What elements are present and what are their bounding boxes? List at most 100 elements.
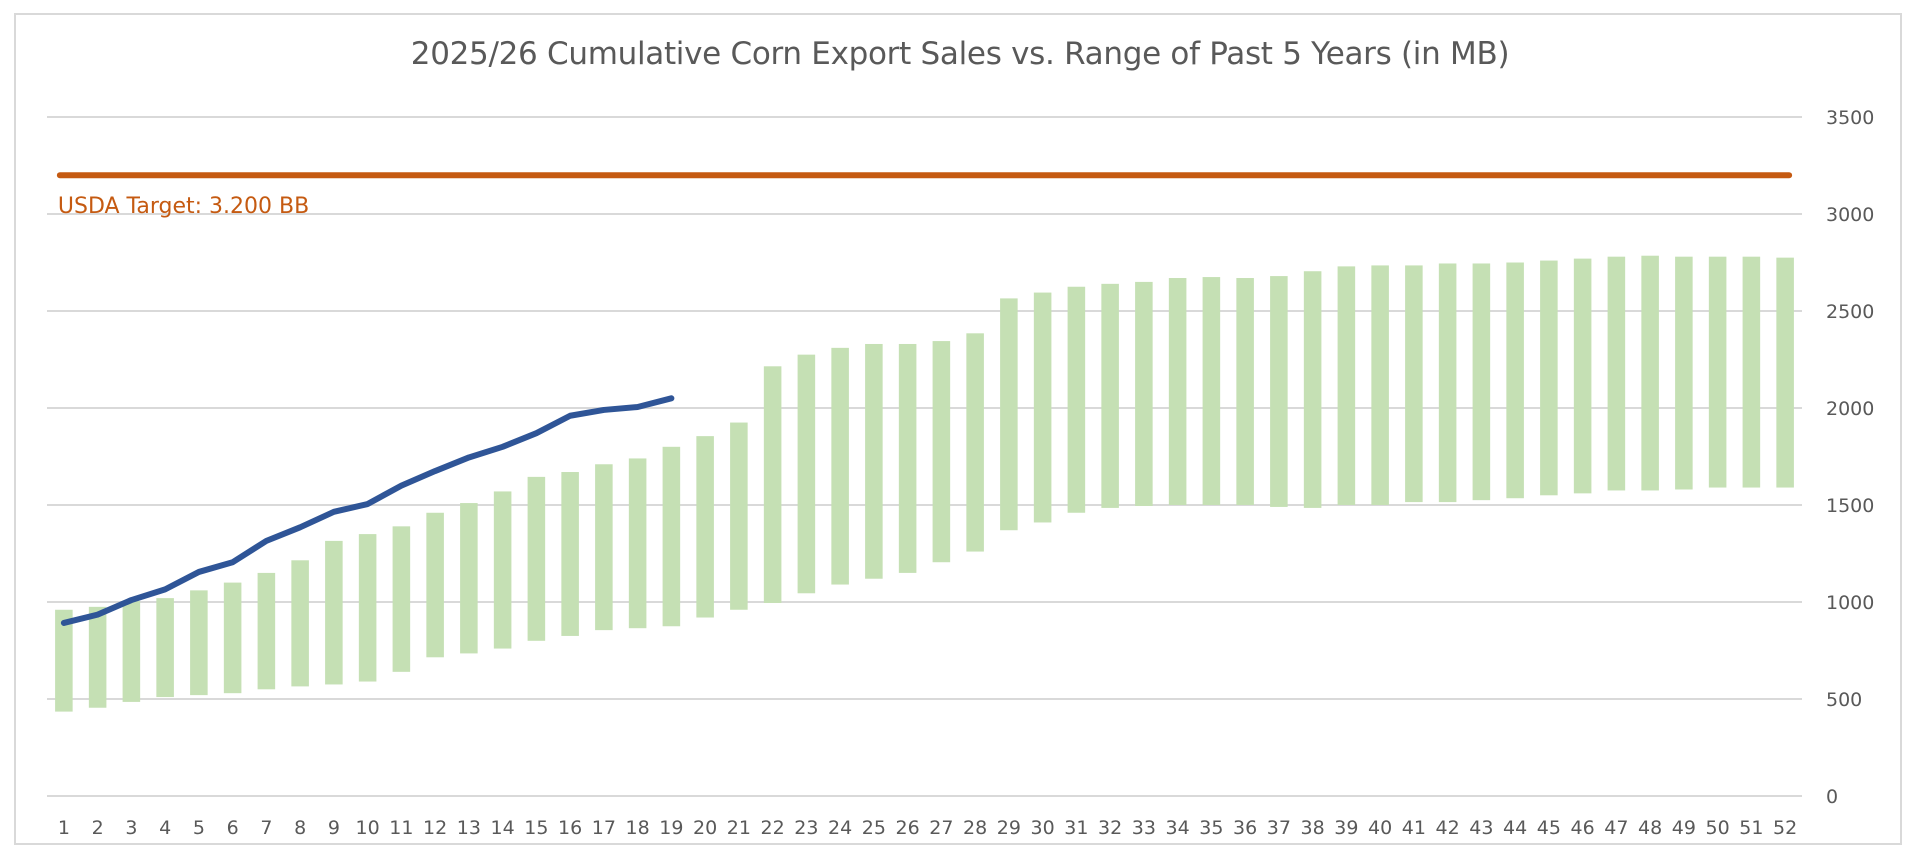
chart-title: 2025/26 Cumulative Corn Export Sales vs.… — [410, 36, 1510, 72]
range-bar — [493, 491, 512, 649]
range-bar — [1708, 256, 1727, 488]
range-bars — [55, 255, 1794, 712]
x-tick-label: 10 — [356, 817, 380, 839]
x-tick-label: 3 — [125, 817, 137, 839]
x-tick-label: 1 — [58, 817, 70, 839]
x-tick-label: 29 — [997, 817, 1021, 839]
x-tick-label: 37 — [1267, 817, 1291, 839]
x-tick-label: 19 — [659, 817, 683, 839]
range-bar — [898, 343, 917, 573]
range-bar — [1000, 298, 1018, 531]
range-bar — [1405, 265, 1423, 503]
range-bar — [932, 341, 951, 563]
range-bar — [1438, 263, 1457, 503]
range-bar — [257, 572, 276, 690]
range-bar — [190, 590, 208, 696]
range-bar — [730, 422, 748, 610]
x-tick-label: 46 — [1571, 817, 1595, 839]
x-tick-label: 32 — [1098, 817, 1122, 839]
gridlines — [47, 116, 1802, 797]
range-bar — [1135, 281, 1153, 506]
usda-target-line-group: USDA Target: 3.200 BB — [56, 172, 1793, 219]
x-tick-label: 11 — [389, 817, 413, 839]
y-tick-label: 3000 — [1826, 204, 1874, 226]
range-bar — [595, 464, 613, 631]
y-tick-label: 0 — [1826, 786, 1838, 808]
current-year-line-group — [60, 395, 675, 626]
x-tick-label: 8 — [294, 817, 306, 839]
usda-target-label: USDA Target: 3.200 BB — [58, 194, 309, 219]
range-bar — [358, 534, 377, 682]
range-bar — [1472, 263, 1491, 501]
range-bar — [1033, 292, 1052, 523]
range-bar — [1675, 256, 1693, 490]
x-axis-ticks: 1 2 3 4 5 6 7 8 9 10 11 12 13 14 15 16 17 18 19 20 21 22 23 24 2… — [58, 817, 1797, 839]
range-bar — [460, 503, 478, 654]
range-bar — [831, 347, 849, 585]
x-tick-label: 12 — [423, 817, 447, 839]
range-bar — [1101, 283, 1119, 508]
x-tick-label: 52 — [1773, 817, 1797, 839]
range-bar — [628, 458, 647, 629]
x-tick-label: 50 — [1706, 817, 1730, 839]
range-bar — [1776, 257, 1794, 488]
range-bar — [1067, 286, 1086, 513]
x-tick-label: 42 — [1436, 817, 1460, 839]
range-bar — [325, 540, 343, 685]
x-tick-label: 33 — [1132, 817, 1156, 839]
y-tick-label: 3500 — [1826, 107, 1874, 129]
range-bar — [527, 476, 546, 641]
x-tick-label: 31 — [1064, 817, 1088, 839]
range-bar — [1371, 265, 1389, 505]
range-bar — [1607, 256, 1626, 491]
x-tick-label: 36 — [1233, 817, 1257, 839]
range-bar — [1540, 260, 1558, 496]
x-tick-label: 30 — [1031, 817, 1055, 839]
x-tick-label: 15 — [524, 817, 548, 839]
x-tick-label: 48 — [1638, 817, 1662, 839]
x-tick-label: 44 — [1503, 817, 1527, 839]
range-bar — [662, 446, 681, 627]
range-bar — [1270, 276, 1288, 507]
x-tick-label: 22 — [761, 817, 785, 839]
range-bar — [1641, 255, 1659, 491]
x-tick-label: 43 — [1469, 817, 1493, 839]
range-bar — [55, 609, 73, 712]
range-bar — [1168, 278, 1187, 505]
range-bar — [426, 512, 444, 658]
x-tick-label: 14 — [491, 817, 515, 839]
range-bar — [1202, 277, 1221, 505]
range-bar — [763, 366, 782, 603]
range-bar — [156, 598, 174, 698]
x-tick-label: 39 — [1334, 817, 1358, 839]
range-bar — [1303, 271, 1322, 508]
range-bar — [1337, 266, 1356, 505]
x-tick-label: 49 — [1672, 817, 1696, 839]
x-tick-label: 2 — [92, 817, 104, 839]
x-tick-label: 17 — [592, 817, 616, 839]
y-tick-label: 2500 — [1826, 301, 1874, 323]
range-bar — [1236, 278, 1254, 505]
y-tick-label: 2000 — [1826, 398, 1874, 420]
x-tick-label: 18 — [626, 817, 650, 839]
x-tick-label: 35 — [1199, 817, 1223, 839]
x-tick-label: 27 — [929, 817, 953, 839]
range-bar — [1573, 258, 1592, 494]
range-bar — [1742, 256, 1761, 488]
range-bar — [696, 436, 714, 618]
x-tick-label: 9 — [328, 817, 340, 839]
range-bar — [88, 606, 107, 708]
x-tick-label: 38 — [1301, 817, 1325, 839]
y-tick-label: 1500 — [1826, 495, 1874, 517]
x-tick-label: 5 — [193, 817, 205, 839]
range-bar — [966, 333, 984, 552]
range-bar — [223, 582, 242, 694]
x-tick-label: 13 — [457, 817, 481, 839]
range-bar — [1506, 262, 1524, 499]
x-tick-label: 7 — [260, 817, 272, 839]
range-bar — [122, 601, 141, 702]
range-bar — [797, 354, 816, 594]
range-bar — [291, 560, 309, 687]
y-tick-label: 1000 — [1826, 592, 1874, 614]
